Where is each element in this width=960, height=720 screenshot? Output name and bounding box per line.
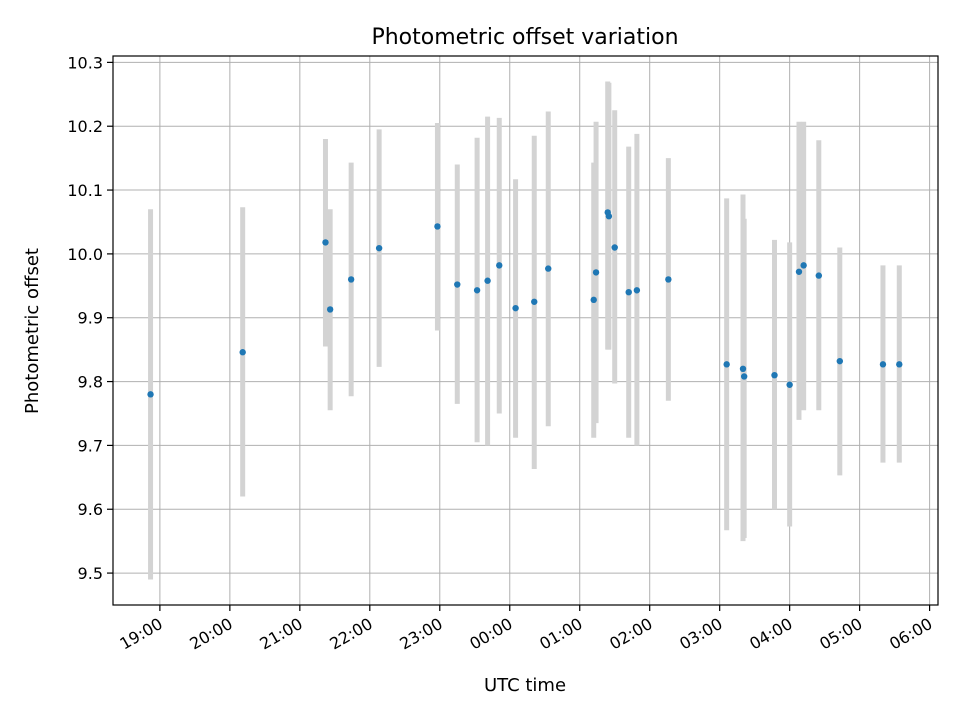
data-point <box>723 361 730 368</box>
plot-frame <box>112 55 939 606</box>
data-point <box>322 239 329 246</box>
data-point <box>454 281 461 288</box>
data-point <box>625 288 632 296</box>
y-tick-label: 9.6 <box>78 500 103 519</box>
y-axis: 9.5 9.6 9.7 9.8 9.9 10.0 10.1 10.2 10.3 <box>67 53 113 583</box>
y-tick-label: 9.7 <box>78 436 103 455</box>
data-point <box>633 287 641 294</box>
data-point <box>484 277 491 284</box>
y-tick-label: 9.5 <box>78 564 103 583</box>
data-point <box>473 287 481 294</box>
data-point <box>434 223 441 230</box>
y-tick-label: 10.3 <box>67 53 103 72</box>
data-point <box>879 361 887 368</box>
data-point <box>326 306 334 313</box>
data-point <box>545 265 552 272</box>
y-tick-label: 10.0 <box>67 245 103 264</box>
data-point <box>375 244 383 252</box>
chart-title: Photometric offset variation <box>371 25 678 50</box>
data-point <box>800 262 807 269</box>
data-point <box>512 304 519 312</box>
point-layer <box>147 209 903 398</box>
data-point <box>786 381 793 388</box>
y-axis-label: Photometric offset <box>22 248 43 414</box>
data-point <box>239 349 246 356</box>
data-point <box>611 244 618 251</box>
data-point <box>836 357 844 365</box>
data-point <box>531 298 538 305</box>
data-point <box>605 213 613 220</box>
y-tick-label: 10.1 <box>67 181 103 200</box>
data-point <box>815 272 823 279</box>
data-point <box>795 268 803 275</box>
data-point <box>896 361 903 368</box>
data-point <box>771 371 778 379</box>
data-point <box>665 276 672 283</box>
y-tick-label: 9.9 <box>78 309 103 328</box>
data-point <box>147 391 154 398</box>
data-point <box>740 373 748 380</box>
y-tick-label: 9.8 <box>78 373 103 392</box>
x-axis-label: UTC time <box>484 675 566 696</box>
y-tick-label: 10.2 <box>67 117 103 136</box>
data-point <box>347 276 355 283</box>
data-point <box>496 262 503 269</box>
data-point <box>590 296 597 304</box>
data-point <box>739 365 747 373</box>
data-point <box>592 269 600 276</box>
